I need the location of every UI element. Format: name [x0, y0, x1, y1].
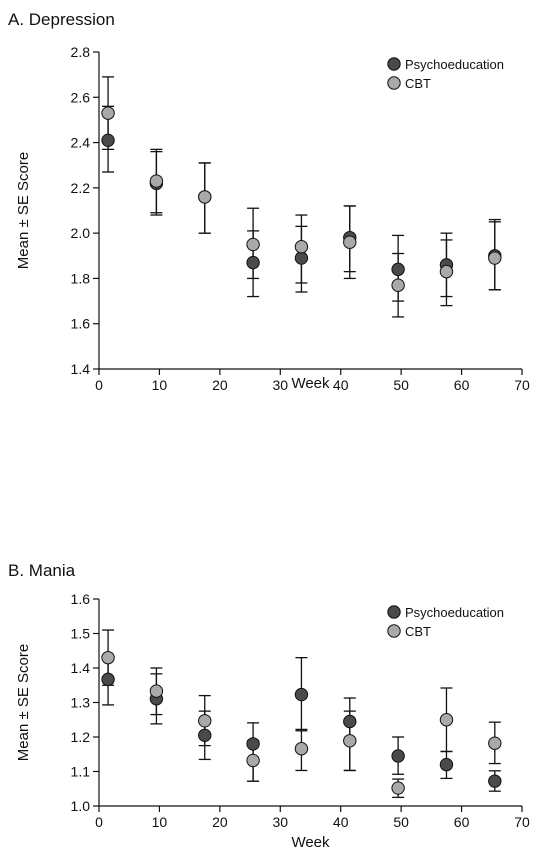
- x-tick-label: 40: [333, 377, 349, 393]
- y-tick-label: 1.6: [71, 316, 91, 332]
- y-tick-label: 1.6: [71, 591, 91, 607]
- x-tick-label: 0: [95, 814, 103, 830]
- y-axis-title: Mean ± SE Score: [15, 644, 32, 761]
- data-point-psychoeducation: [198, 728, 212, 742]
- x-tick-label: 50: [393, 377, 409, 393]
- data-point-psychoeducation: [246, 255, 260, 270]
- data-point-psychoeducation: [101, 672, 115, 687]
- data-point-psychoeducation: [294, 687, 309, 702]
- x-tick-label: 40: [333, 814, 349, 830]
- panel-depression: A. Depression 1.4 1.6 1.8 2.0 2.2 2.4 2.6 2.8 0 10…: [8, 10, 530, 393]
- y-tick-label: 1.3: [71, 695, 91, 711]
- legend-label-psychoeducation: Psychoeducation: [405, 57, 504, 72]
- x-tick-label: 70: [514, 377, 530, 393]
- data-point-cbt: [246, 753, 260, 768]
- data-point-psychoeducation: [439, 757, 454, 772]
- data-point-cbt: [198, 190, 212, 204]
- y-tick-label: 1.8: [71, 270, 91, 286]
- data-point-psychoeducation: [246, 737, 260, 751]
- data-point-cbt: [439, 264, 454, 279]
- y-tick-label: 2.6: [71, 89, 91, 105]
- x-axis-title: Week: [291, 834, 330, 851]
- legend: Psychoeducation CBT: [387, 57, 504, 91]
- data-point-psychoeducation: [343, 714, 357, 729]
- y-tick-label: 2.4: [71, 135, 91, 151]
- data-point-cbt: [198, 714, 212, 728]
- x-tick-label: 50: [393, 814, 409, 830]
- data-point-psychoeducation: [391, 262, 405, 277]
- x-tick-label: 60: [454, 814, 470, 830]
- data-point-cbt: [488, 736, 502, 750]
- legend-label-cbt: CBT: [405, 624, 431, 639]
- y-tick-label: 1.4: [71, 660, 91, 676]
- data-point-cbt: [246, 237, 260, 252]
- data-point-cbt: [149, 174, 164, 188]
- data-point-cbt: [101, 650, 115, 665]
- x-tick-label: 60: [454, 377, 470, 393]
- x-tick-label: 20: [212, 814, 228, 830]
- y-tick-label: 1.5: [71, 626, 91, 642]
- panel-title: B. Mania: [8, 561, 76, 580]
- data-point-cbt: [488, 251, 502, 265]
- legend-marker-cbt: [387, 624, 401, 638]
- data-point-psychoeducation: [391, 749, 405, 763]
- x-tick-label: 10: [152, 377, 168, 393]
- x-tick-label: 70: [514, 814, 530, 830]
- y-tick-label: 1.4: [71, 361, 91, 377]
- data-point-cbt: [294, 742, 309, 756]
- y-tick-label: 1.1: [71, 764, 91, 780]
- panel-title: A. Depression: [8, 10, 115, 29]
- legend-marker-psychoeducation: [387, 605, 401, 619]
- y-tick-label: 2.0: [71, 225, 91, 241]
- data-point-cbt: [101, 106, 115, 120]
- data-point-cbt: [343, 734, 357, 748]
- data-point-cbt: [294, 240, 309, 254]
- data-point-cbt: [343, 235, 357, 249]
- data-point-psychoeducation: [101, 133, 115, 148]
- y-tick-label: 1.2: [71, 729, 91, 745]
- data-point-cbt: [149, 684, 164, 698]
- x-tick-label: 0: [95, 377, 103, 393]
- x-tick-label: 10: [152, 814, 168, 830]
- data-point-cbt: [439, 713, 454, 727]
- x-axis-title: Week: [291, 375, 330, 392]
- panel-mania: B. Mania 1.0 1.1 1.2 1.3 1.4 1.5 1.6 0 10 20 30 40 50…: [8, 561, 530, 851]
- y-tick-label: 2.8: [71, 44, 91, 60]
- y-tick-label: 1.0: [71, 798, 91, 814]
- x-tick-label: 30: [272, 377, 288, 393]
- legend-marker-psychoeducation: [387, 57, 401, 71]
- y-tick-label: 2.2: [71, 180, 91, 196]
- legend-marker-cbt: [387, 76, 401, 90]
- data-point-cbt: [391, 278, 405, 292]
- legend-label-psychoeducation: Psychoeducation: [405, 605, 504, 620]
- data-point-psychoeducation: [294, 251, 309, 265]
- data-point-psychoeducation: [488, 774, 502, 788]
- y-axis-title: Mean ± SE Score: [15, 152, 32, 269]
- data-point-cbt: [391, 781, 405, 795]
- legend: Psychoeducation CBT: [387, 605, 504, 639]
- legend-label-cbt: CBT: [405, 76, 431, 91]
- x-tick-label: 30: [272, 814, 288, 830]
- x-tick-label: 20: [212, 377, 228, 393]
